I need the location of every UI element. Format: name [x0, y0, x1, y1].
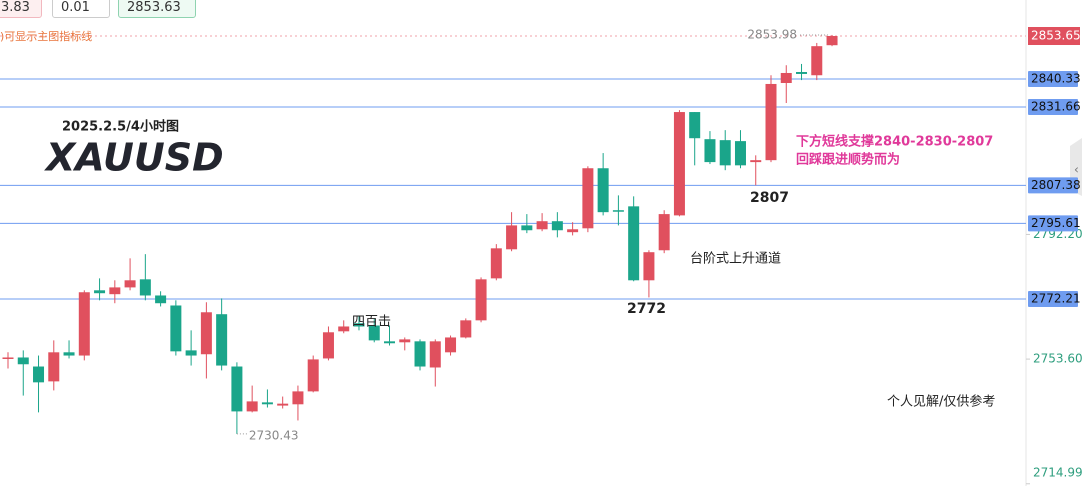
candle-body [155, 295, 167, 304]
candle-body [536, 221, 548, 230]
annotation: 2807 [750, 190, 789, 206]
candle-body [384, 341, 395, 344]
candle-body [811, 46, 823, 76]
chart-title: XAUUSD [44, 136, 224, 180]
candle-body [185, 350, 197, 356]
candle-body [338, 326, 350, 332]
level-label-box [1028, 290, 1078, 307]
candle-body [17, 357, 29, 365]
candle-body [719, 140, 731, 166]
level-label-box [1028, 177, 1078, 194]
candle-body [109, 287, 121, 295]
candle-body [689, 112, 701, 139]
annotation: 回踩跟进顺势而为 [796, 152, 900, 168]
candle-body [551, 221, 563, 231]
y-tick-label: 2753.60 [1033, 352, 1082, 366]
side-tab-icon: ‹ [1074, 163, 1079, 177]
candle-body [322, 332, 334, 359]
lots-box[interactable]: 0.01 [52, 0, 110, 18]
candle-body [170, 305, 182, 352]
candle-body [673, 112, 685, 216]
candle-body [368, 325, 380, 341]
candle-body [246, 401, 258, 412]
candle-body [734, 141, 746, 166]
current-price-label: 2853.65 [1031, 29, 1081, 43]
buy-box[interactable]: 2853.63 [118, 0, 196, 18]
y-tick-label: 2714.99 [1033, 466, 1082, 480]
annotation: 个人见解/仅供参考 [887, 394, 995, 410]
candle-body [750, 160, 762, 163]
candle-body [628, 206, 640, 281]
candle-body [231, 366, 243, 412]
candle-body [124, 280, 136, 288]
high-label: 2853.98 [747, 27, 797, 41]
level-label: 2795.61 [1031, 216, 1081, 230]
candle-body [460, 320, 472, 338]
candle-body [597, 168, 609, 213]
candle-body [796, 72, 808, 74]
candle-body [63, 352, 75, 356]
candle-body [445, 337, 457, 353]
candle-body [307, 359, 319, 392]
candle-body [399, 339, 411, 343]
candle-body [216, 314, 228, 366]
annotation: 四百击 [352, 315, 391, 330]
candle-body [521, 225, 533, 231]
candle-body [658, 214, 670, 251]
candle-body [475, 279, 487, 321]
candle-body [94, 290, 106, 294]
candle-body [261, 402, 273, 405]
level-label-box [1028, 71, 1078, 88]
candle-body [826, 36, 838, 46]
annotation: 台阶式上升通道 [690, 252, 781, 267]
chart-subtitle: 2025.2.5/4小时图 [62, 119, 179, 135]
candle-body [429, 341, 441, 368]
sell-box[interactable]: 3.83 [0, 0, 42, 18]
candle-body [612, 210, 624, 212]
candle-body [582, 168, 594, 229]
candle-body [780, 72, 792, 83]
candle-body [2, 357, 14, 359]
level-label-box [1028, 99, 1078, 116]
low-label: 2730.43 [249, 428, 299, 442]
candle-body [33, 366, 45, 383]
candle-body [765, 83, 777, 161]
candle-body [200, 312, 212, 355]
annotation: 2772 [627, 301, 666, 317]
level-label: 2840.33 [1031, 72, 1081, 86]
candle-body [704, 139, 716, 163]
candle-body [139, 279, 151, 296]
level-label: 2772.21 [1031, 291, 1081, 305]
candle-body [353, 323, 365, 327]
candle-body [78, 292, 90, 356]
annotation: 下方短线支撑2840-2830-2807 [796, 134, 993, 150]
level-label: 2831.66 [1031, 100, 1081, 114]
level-label-box [1028, 215, 1078, 232]
candle-body [643, 252, 655, 281]
candle-body [567, 229, 579, 233]
candle-body [277, 403, 289, 406]
candle-body [490, 248, 502, 279]
candle-body [506, 225, 518, 250]
current-price-box [1028, 27, 1080, 46]
candle-body [414, 341, 426, 367]
candle-body [292, 391, 304, 405]
level-label: 2807.38 [1031, 178, 1081, 192]
candle-body [48, 352, 60, 382]
